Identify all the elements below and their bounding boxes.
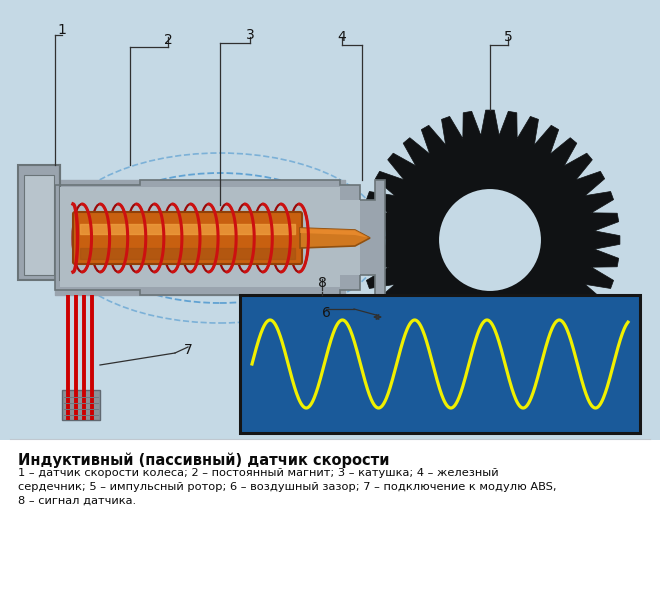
Text: 8: 8 — [317, 276, 327, 290]
Polygon shape — [55, 180, 385, 295]
Text: 4: 4 — [338, 30, 346, 44]
Text: Индуктивный (пассивный) датчик скорости: Индуктивный (пассивный) датчик скорости — [18, 452, 389, 468]
FancyBboxPatch shape — [18, 165, 60, 280]
Text: 8 – сигнал датчика.: 8 – сигнал датчика. — [18, 496, 136, 506]
Text: сердечник; 5 – импульсный ротор; 6 – воздушный зазор; 7 – подключение к модулю A: сердечник; 5 – импульсный ротор; 6 – воз… — [18, 482, 556, 492]
Circle shape — [438, 188, 542, 292]
Polygon shape — [360, 110, 620, 370]
FancyBboxPatch shape — [73, 212, 302, 264]
Text: 3: 3 — [246, 28, 254, 42]
Text: 7: 7 — [183, 343, 192, 357]
FancyBboxPatch shape — [0, 0, 660, 440]
Text: 2: 2 — [164, 33, 172, 47]
Text: 6: 6 — [321, 306, 331, 320]
Text: 1 – датчик скорости колеса; 2 – постоянный магнит; 3 – катушка; 4 – железный: 1 – датчик скорости колеса; 2 – постоянн… — [18, 468, 498, 478]
Polygon shape — [300, 228, 370, 238]
Text: 1: 1 — [57, 23, 67, 37]
FancyBboxPatch shape — [240, 295, 640, 433]
Polygon shape — [300, 228, 370, 248]
FancyBboxPatch shape — [0, 440, 660, 595]
FancyBboxPatch shape — [24, 175, 54, 275]
FancyBboxPatch shape — [62, 390, 100, 420]
Polygon shape — [60, 187, 360, 287]
Text: 5: 5 — [504, 30, 512, 44]
